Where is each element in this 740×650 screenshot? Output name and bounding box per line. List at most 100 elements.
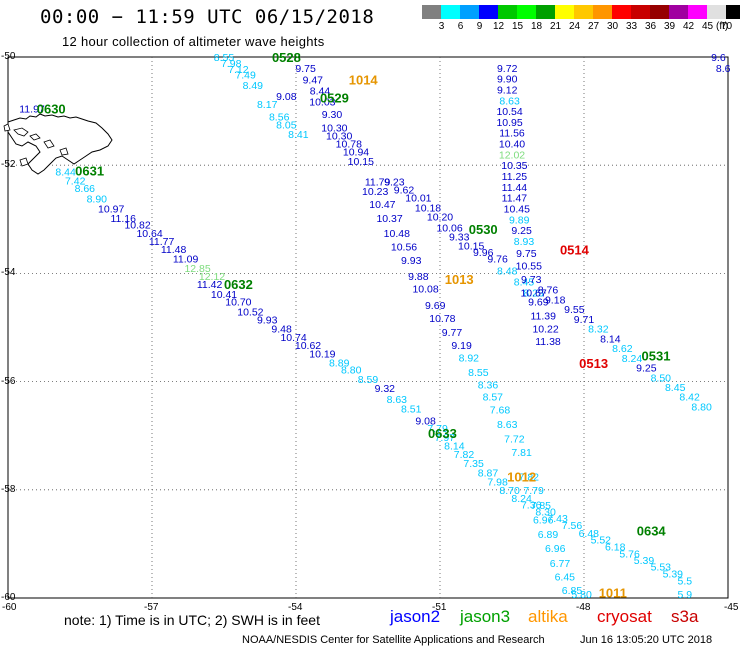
swh-value: 10.54	[496, 106, 522, 118]
swh-value: 5.9	[677, 589, 692, 601]
swh-value: 8.51	[401, 404, 422, 416]
latitude-label: -52	[1, 159, 16, 171]
swh-value: 8.76	[538, 285, 559, 297]
swh-value: 6.18	[605, 542, 626, 554]
swh-value: 8.23	[523, 287, 544, 299]
island-east	[7, 113, 113, 175]
falkland-islands-coastline	[3, 113, 113, 175]
latitude-label: -60	[1, 592, 16, 603]
swh-value: 10.78	[429, 313, 455, 325]
swh-value: 10.40	[499, 139, 525, 151]
swh-value: 8.24	[622, 353, 643, 365]
colorbar-tick-label: 33	[625, 21, 638, 32]
swh-value: 10.08	[412, 284, 438, 296]
swh-value: 9.90	[497, 74, 518, 86]
swh-value: 8.70	[499, 485, 520, 497]
swh-value: 8.49	[243, 80, 264, 92]
swh-value: 10.95	[496, 117, 522, 129]
swh-value: 5.80	[571, 589, 592, 601]
colorbar-swatch	[498, 5, 517, 19]
swh-value: 9.71	[574, 314, 595, 326]
swh-value: 7.12	[228, 64, 249, 76]
longitude-label: -51	[432, 602, 447, 613]
swh-value: 8.89	[329, 358, 350, 370]
colorbar-tick-label: 9	[476, 21, 483, 32]
islet	[19, 157, 29, 167]
swh-value: 10.20	[427, 212, 453, 224]
swh-value: 11.56	[499, 128, 525, 140]
swh-value: 9.72	[497, 63, 518, 75]
swh-value: 8.57	[483, 392, 504, 404]
swh-value: 8.45	[514, 277, 535, 289]
legend-jason3: jason3	[460, 607, 511, 626]
swh-value: 9.69	[425, 300, 446, 312]
swh-value: 10.35	[501, 160, 527, 172]
swh-value: 8.80	[691, 401, 712, 413]
swh-value: 9.48	[271, 324, 292, 336]
swh-value: 10.01	[405, 193, 431, 205]
swh-value: 8.44	[310, 86, 331, 98]
credit-text: NOAA/NESDIS Center for Satellite Applica…	[242, 634, 545, 646]
swh-value: 6.96	[545, 543, 566, 555]
colorbar-tick-label: 42	[682, 21, 695, 32]
colorbar-swatch	[536, 5, 555, 19]
colorbar-tick-label: 12	[492, 21, 505, 32]
swh-value: 7.82	[454, 449, 475, 461]
swh-value: 8.42	[679, 392, 700, 404]
colorbar-tick-label: 18	[530, 21, 543, 32]
swh-value: 9.25	[511, 225, 532, 237]
swh-value: 10.23	[362, 186, 388, 198]
colorbar-tick-label: 30	[606, 21, 619, 32]
colorbar-tick-label: 27	[587, 21, 600, 32]
pass-time-label: 0531	[642, 349, 671, 364]
colorbar-tick-label: 15	[511, 21, 524, 32]
swh-value: 8.48	[497, 266, 518, 278]
swh-value: 9.89	[509, 214, 530, 226]
swh-value: 8.66	[75, 183, 96, 195]
pass-time-label: 1012	[507, 469, 536, 484]
longitude-label: -48	[576, 602, 591, 613]
pass-time-label: 1011	[599, 586, 627, 601]
swh-value: 8.93	[514, 236, 535, 248]
swh-value: 8.90	[87, 194, 108, 206]
swh-value: 6.85	[562, 585, 583, 597]
colorbar-swatch	[593, 5, 612, 19]
pass-time-label: 0528	[272, 50, 301, 65]
colorbar-swatch	[460, 5, 479, 19]
swh-value: 6.89	[538, 529, 559, 541]
pass-time-label: 0514	[560, 243, 590, 258]
longitude-label: -57	[144, 602, 159, 613]
swh-value: 7.49	[235, 69, 256, 81]
swh-value: 8.92	[459, 352, 480, 364]
swh-value: 8.59	[358, 374, 379, 386]
swh-value: 8.24	[511, 493, 532, 505]
swh-value: 9.12	[497, 84, 518, 96]
swh-value: 8.45	[665, 382, 686, 394]
swh-value: 10.97	[98, 203, 124, 215]
colorbar-swatch	[441, 5, 460, 19]
swh-value: 9.77	[442, 327, 463, 339]
swh-value: 10.15	[348, 156, 374, 168]
swh-value: 12.02	[499, 149, 525, 161]
swh-value: 9.23	[384, 176, 405, 188]
swh-value: 10.37	[376, 213, 402, 225]
swh-value: 9.93	[401, 255, 422, 267]
swh-value: 9.18	[545, 294, 566, 306]
swh-value: 7.79	[523, 485, 544, 497]
swh-value: 9.93	[257, 314, 278, 326]
swh-value: 8.32	[588, 324, 609, 336]
swh-value: 9.30	[322, 109, 343, 121]
longitude-label: -60	[2, 602, 17, 613]
swh-value: 9.55	[564, 304, 585, 316]
swh-value: 5.39	[663, 569, 684, 581]
swh-value: 10.03	[309, 96, 335, 108]
swh-value: 10.64	[136, 228, 162, 240]
page-subtitle: 12 hour collection of altimeter wave hei…	[62, 34, 325, 49]
pass-time-label: 0631	[75, 164, 104, 179]
graticule	[7, 56, 729, 599]
swh-value: 8.55	[214, 52, 235, 64]
swh-value: 10.47	[369, 199, 395, 211]
swh-value: 9.69	[528, 297, 549, 309]
swh-value: 10.30	[321, 122, 347, 134]
longitude-label: -54	[288, 602, 303, 613]
